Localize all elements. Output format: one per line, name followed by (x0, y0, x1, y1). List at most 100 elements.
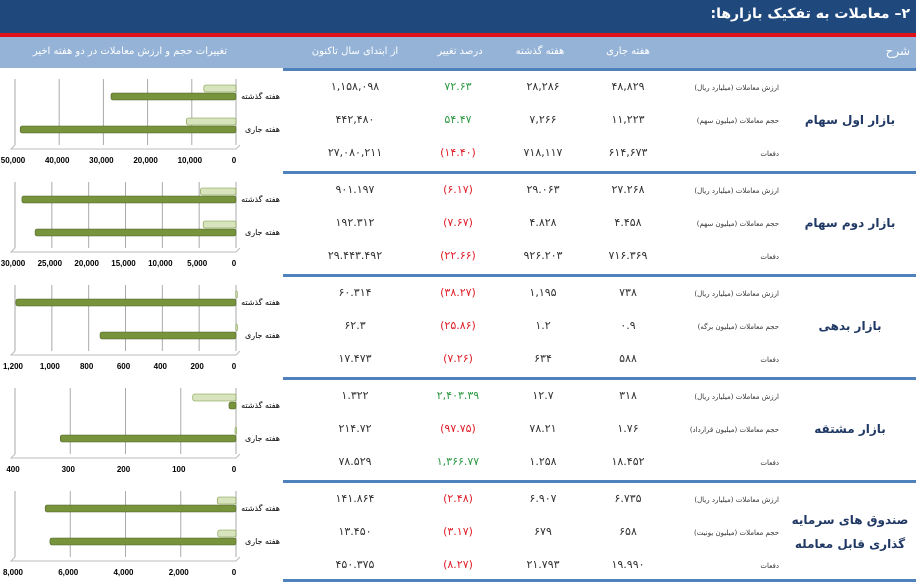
pct-change-value: (۹۷.۷۵) (440, 422, 476, 435)
current-week-value: ۱۱,۲۲۳ (611, 113, 645, 126)
current-week-value: ۴۸,۸۲۹ (611, 80, 645, 93)
ytd-value: ۶۲.۳ (344, 319, 366, 332)
tick-label: 20,000 (133, 156, 158, 165)
tick-label: 0 (232, 259, 237, 268)
header-pct-change: درصد تغییر (437, 46, 483, 57)
bar-chart: 0 10,000 20,000 30,000 40,000 50,000 هفته گذشت… (1, 79, 280, 165)
bar (21, 195, 237, 204)
section-separator (283, 377, 916, 380)
bar (110, 92, 237, 101)
pct-change-value: (۷.۲۶) (443, 352, 473, 365)
tick-label: 600 (117, 362, 131, 371)
bar-chart: 0 200 400 600 800 1,000 1,200 هفته گذشته هفته جا… (3, 285, 280, 371)
metric-label: حجم معاملات (میلیون سهم) (696, 117, 779, 125)
last-week-value: ۷۸.۲۱ (529, 422, 557, 435)
pct-change-value: (۳.۱۷) (443, 525, 473, 538)
title-divider (0, 33, 916, 37)
table-row: ۱۴۱.۸۶۴ (۲.۴۸) ۶.۹۰۷ ۶.۷۳۵ ارزش معاملات … (283, 490, 793, 510)
table-row: ۲۱۴.۷۲ (۹۷.۷۵) ۷۸.۲۱ ۱.۷۶ حجم معاملات (م… (283, 420, 793, 440)
tick-label: 1,000 (40, 362, 61, 371)
pct-change-value: (۳۸.۲۷) (440, 286, 476, 299)
metric-label: حجم معاملات (میلیون سهم) (696, 220, 779, 228)
table-row: ۴۵۰.۳۷۵ (۸.۲۷) ۲۱.۷۹۳ ۱۹.۹۹۰ دفعات (283, 556, 793, 576)
last-week-value: ۶۷۹ (534, 525, 552, 538)
ytd-value: ۲۹.۴۴۳.۴۹۲ (327, 249, 383, 262)
bar-chart: 0 100 200 300 400 هفته گذشته هفته جاری (6, 388, 280, 474)
category-label: هفته گذشته (241, 91, 280, 101)
market-name: بازار دوم سهام (804, 215, 896, 230)
ytd-value: ۴۵۰.۳۷۵ (335, 558, 375, 571)
bar (99, 331, 237, 340)
market-section: بازار اول سهام ۱,۱۵۸,۰۹۸ ۷۲.۶۳ ۲۸,۲۸۶ ۴۸… (0, 68, 916, 171)
metric-label: دفعات (760, 150, 779, 158)
table-header: شرح هفته جاری هفته گذشته درصد تغییر از ا… (0, 37, 916, 68)
last-week-value: ۲۹.۰۶۳ (526, 183, 560, 196)
bar (200, 187, 237, 196)
market-name: بازار بدهی (818, 318, 882, 333)
metric-label: دفعات (760, 253, 779, 261)
chart-floor (9, 453, 241, 459)
table-row: ۲۷,۰۸۰,۲۱۱ (۱۴.۴۰) ۷۱۸,۱۱۷ ۶۱۴,۶۷۳ دفعات (283, 144, 793, 164)
ytd-value: ۱۷.۴۷۳ (338, 352, 372, 365)
chart-floor (9, 247, 241, 253)
last-week-value: ۲۸,۲۸۶ (526, 80, 560, 93)
tick-label: 200 (117, 465, 131, 474)
header-ytd: از ابتدای سال تاکنون (311, 46, 399, 57)
ytd-value: ۹۰۱.۱۹۷ (335, 183, 375, 196)
bar (186, 117, 237, 126)
tick-label: 30,000 (89, 156, 114, 165)
current-week-value: ۷۳۸ (619, 286, 637, 299)
table-row: ۷۸.۵۲۹ ۱,۳۶۶.۷۷ ۱.۲۵۸ ۱۸.۴۵۲ دفعات (283, 453, 793, 473)
tick-label: 300 (62, 465, 76, 474)
tick-label: 800 (80, 362, 94, 371)
metric-label: حجم معاملات (میلیون برگه) (697, 323, 779, 331)
table-row: ۱.۳۲۲ ۲,۴۰۳.۳۹ ۱۲.۷ ۳۱۸ ارزش معاملات (می… (283, 387, 793, 407)
last-week-value: ۶.۹۰۷ (529, 492, 557, 505)
ytd-value: ۶۰.۳۱۴ (338, 286, 372, 299)
metric-label: ارزش معاملات (میلیارد ریال) (694, 496, 779, 504)
table-row: ۴۴۲,۴۸۰ ۵۴.۴۷ ۷,۲۶۶ ۱۱,۲۲۳ حجم معاملات (… (283, 111, 793, 131)
metric-label: دفعات (760, 562, 779, 570)
last-week-value: ۹۲۶.۲۰۳ (523, 249, 563, 262)
pct-change-value: (۶.۱۷) (443, 183, 473, 196)
current-week-value: ۴.۴۵۸ (614, 216, 642, 229)
header-current-week: هفته جاری (606, 46, 650, 57)
tick-label: 200 (190, 362, 204, 371)
table-row: ۱۳.۴۵۰ (۳.۱۷) ۶۷۹ ۶۵۸ حجم معاملات (میلیو… (283, 523, 793, 543)
bar (60, 434, 237, 443)
bar (217, 529, 237, 538)
metric-label: ارزش معاملات (میلیارد ریال) (694, 393, 779, 401)
tick-label: 400 (154, 362, 168, 371)
current-week-value: ۱۹.۹۹۰ (611, 558, 645, 571)
section-separator (283, 480, 916, 483)
tick-label: 25,000 (38, 259, 63, 268)
tick-label: 100 (172, 465, 186, 474)
pct-change-value: ۵۴.۴۷ (444, 113, 472, 126)
tick-label: 10,000 (178, 156, 203, 165)
ytd-value: ۱۴۱.۸۶۴ (335, 492, 375, 505)
bar (19, 125, 237, 134)
bar (49, 537, 237, 546)
table-row: ۱۹۲.۳۱۲ (۷.۶۷) ۴.۸۲۸ ۴.۴۵۸ حجم معاملات (… (283, 214, 793, 234)
pct-change-value: (۸.۲۷) (443, 558, 473, 571)
ytd-value: ۱۳.۴۵۰ (338, 525, 372, 538)
tick-label: 400 (6, 465, 20, 474)
market-name: بازار اول سهام (804, 112, 896, 127)
last-week-value: ۱.۲۵۸ (529, 455, 557, 468)
pct-change-value: (۱۴.۴۰) (440, 146, 476, 159)
metric-label: دفعات (760, 356, 779, 364)
tick-label: 0 (232, 156, 237, 165)
section-separator (283, 68, 916, 71)
market-section: بازار مشتقه ۱.۳۲۲ ۲,۴۰۳.۳۹ ۱۲.۷ ۳۱۸ ارزش… (0, 377, 916, 480)
pct-change-value: (۲۲.۶۶) (440, 249, 476, 262)
bar (216, 496, 237, 505)
metric-label: دفعات (760, 459, 779, 467)
current-week-value: ۶.۷۳۵ (614, 492, 642, 505)
tick-label: 30,000 (1, 259, 26, 268)
chart-floor (9, 350, 241, 356)
current-week-value: ۵۸۸ (619, 352, 637, 365)
pct-change-value: ۷۲.۶۳ (444, 80, 472, 93)
last-week-value: ۶۳۴ (534, 352, 552, 365)
pct-change-value: ۱,۳۶۶.۷۷ (436, 455, 480, 468)
pct-change-value: ۲,۴۰۳.۳۹ (436, 389, 480, 402)
